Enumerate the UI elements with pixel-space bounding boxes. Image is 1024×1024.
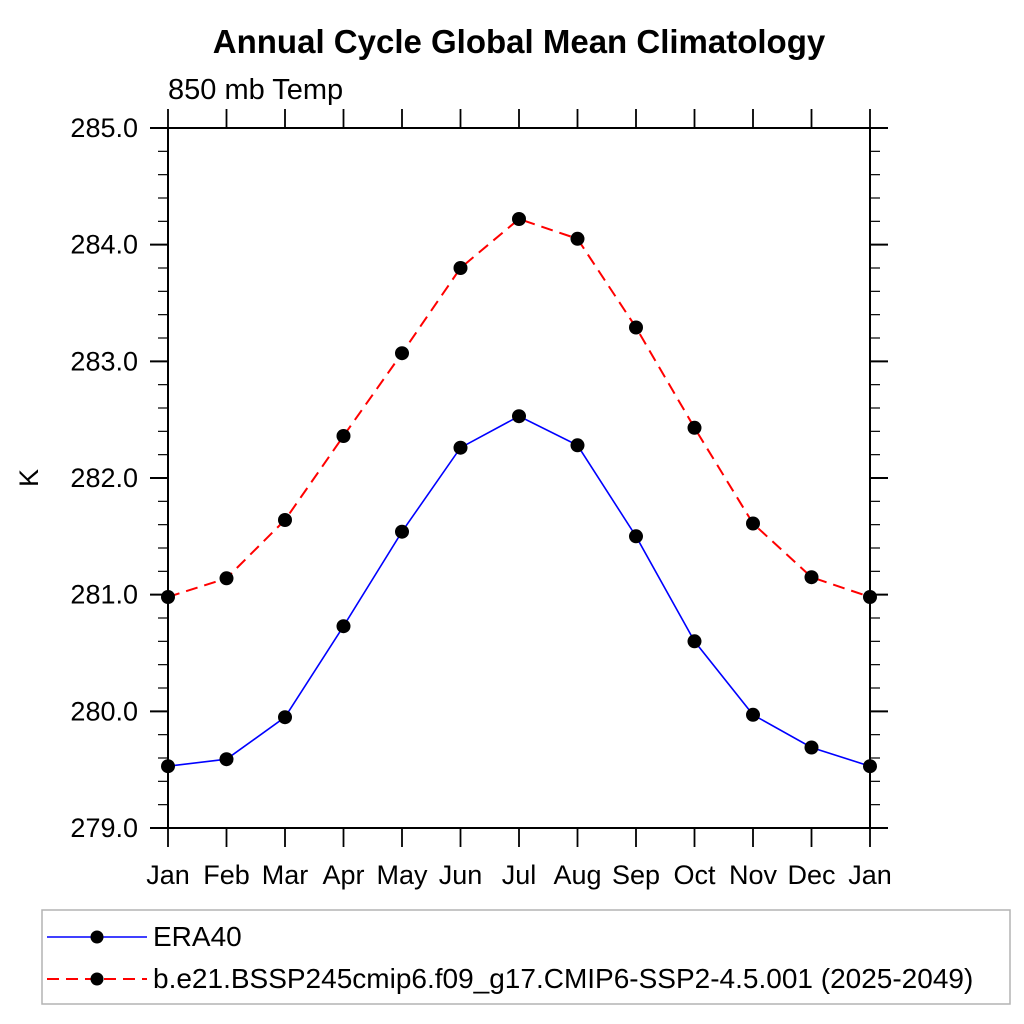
data-point — [512, 409, 526, 424]
x-tick-label: Jan — [146, 860, 190, 890]
y-axis-title: K — [14, 469, 44, 487]
series-line-0 — [167, 415, 871, 767]
x-tick-label: Jan — [848, 860, 892, 890]
data-series — [167, 217, 871, 767]
legend-box: ERA40 b.e21.BSSP245cmip6.f09_g17.CMIP6-S… — [41, 909, 1011, 1005]
data-markers — [161, 212, 877, 774]
series-line-1 — [167, 217, 871, 598]
data-point — [336, 429, 351, 443]
x-tick-label: Dec — [787, 860, 835, 890]
data-point — [804, 740, 819, 755]
data-point — [161, 590, 175, 604]
data-point — [687, 420, 702, 435]
data-point — [219, 752, 234, 767]
x-tick-label: Jul — [502, 860, 537, 890]
data-point — [804, 570, 819, 585]
chart-subtitle: 850 mb Temp — [168, 74, 343, 106]
data-point — [746, 516, 760, 531]
y-tick-label: 284.0 — [70, 230, 138, 260]
y-tick-label: 283.0 — [70, 346, 138, 376]
y-tick-label: 281.0 — [70, 580, 138, 610]
y-tick-label: 280.0 — [70, 696, 138, 726]
axis-tick-labels: 279.0 280.0 281.0 282.0 283.0 284.0 285.0 Jan Fe… — [70, 113, 891, 890]
data-point — [687, 634, 702, 649]
x-tick-label: Mar — [262, 860, 309, 890]
data-point — [278, 710, 292, 725]
x-tick-label: Oct — [673, 860, 716, 890]
data-point — [746, 707, 760, 722]
legend-label-cmip6: b.e21.BSSP245cmip6.f09_g17.CMIP6-SSP2-4.… — [153, 963, 973, 994]
data-point — [629, 529, 643, 544]
axis-ticks — [150, 109, 888, 847]
y-tick-label: 285.0 — [70, 113, 138, 143]
x-tick-label: May — [376, 860, 428, 890]
x-tick-label: Jun — [439, 860, 483, 890]
legend-label-era40: ERA40 — [153, 921, 242, 952]
data-point — [512, 212, 526, 226]
data-point — [629, 320, 643, 335]
chart-title: Annual Cycle Global Mean Climatology — [213, 23, 826, 60]
x-tick-label: Apr — [322, 860, 364, 890]
legend-samples — [47, 930, 147, 986]
data-point — [570, 231, 585, 246]
x-tick-label: Feb — [203, 860, 250, 890]
y-tick-label: 279.0 — [70, 813, 138, 843]
data-point — [278, 513, 292, 527]
data-point — [453, 261, 468, 275]
data-point — [570, 438, 585, 453]
legend-border — [41, 909, 1011, 1005]
data-point — [161, 759, 175, 774]
legend-sample-marker-0 — [90, 930, 104, 944]
x-tick-label: Aug — [553, 860, 601, 890]
legend-sample-marker-1 — [90, 972, 104, 986]
x-tick-label: Nov — [729, 860, 778, 890]
data-point — [863, 590, 877, 604]
plot-frame — [167, 127, 871, 829]
data-point — [395, 346, 409, 361]
data-point — [863, 759, 877, 774]
data-point — [219, 571, 234, 586]
data-point — [395, 524, 409, 539]
y-tick-label: 282.0 — [70, 463, 138, 493]
data-point — [453, 440, 468, 455]
x-tick-label: Sep — [612, 860, 660, 890]
plot-border — [167, 127, 871, 829]
data-point — [336, 619, 351, 634]
